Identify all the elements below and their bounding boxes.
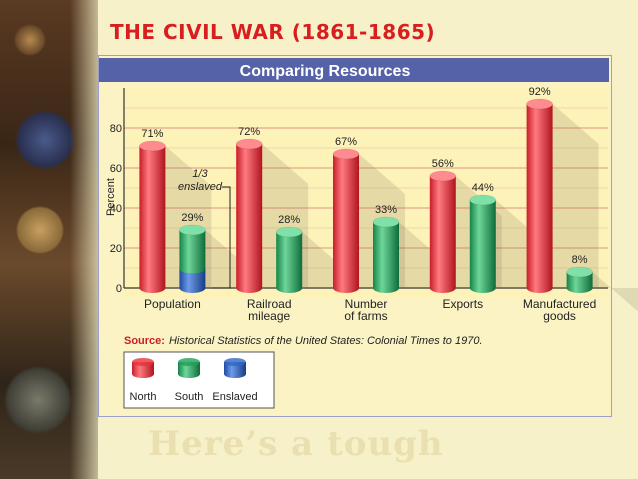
enslaved-annotation: 1/3 enslaved bbox=[178, 168, 231, 289]
legend-swatch-top bbox=[224, 358, 246, 366]
legend-swatch-top bbox=[132, 358, 154, 366]
north-bar bbox=[333, 154, 359, 288]
slide-subtitle: Here’s a tough bbox=[148, 424, 444, 464]
legend-swatch-base bbox=[132, 370, 154, 378]
south-bar-base bbox=[276, 283, 303, 293]
north-bar-top bbox=[332, 148, 360, 160]
south-bar-top bbox=[275, 226, 303, 238]
bar-shadow bbox=[552, 104, 599, 288]
south-bar-base bbox=[469, 283, 496, 293]
x-tick-label: mileage bbox=[248, 309, 290, 323]
south-bar bbox=[276, 232, 303, 288]
south-bar bbox=[179, 230, 206, 269]
south-bar-top bbox=[179, 224, 206, 236]
south-data-label: 8% bbox=[572, 254, 588, 266]
north-bar bbox=[139, 146, 166, 288]
south-data-label: 33% bbox=[375, 204, 397, 216]
slide-title: THE CIVIL WAR (1861-1865) bbox=[110, 20, 436, 44]
annotation-line-2: enslaved bbox=[178, 181, 223, 193]
y-tick-label: 0 bbox=[116, 283, 122, 295]
north-data-label: 67% bbox=[335, 136, 357, 148]
chart-title-bar bbox=[99, 58, 609, 82]
annotation-line-1: 1/3 bbox=[192, 168, 208, 180]
north-bar-base bbox=[526, 283, 553, 293]
y-tick-label: 40 bbox=[110, 203, 122, 215]
south-bar-base bbox=[566, 283, 593, 293]
south-bar-top bbox=[372, 216, 400, 228]
south-bar bbox=[469, 200, 496, 288]
south-bar-base bbox=[373, 283, 399, 293]
south-bar-base bbox=[179, 263, 206, 274]
x-tick-label: Manufactured bbox=[523, 297, 596, 311]
legend-swatch-base bbox=[224, 370, 246, 378]
north-bar-top bbox=[139, 140, 166, 152]
x-tick-label: Number bbox=[345, 297, 388, 311]
north-bar-top bbox=[235, 138, 263, 150]
north-bar bbox=[236, 144, 263, 288]
legend-swatch-base bbox=[178, 370, 200, 378]
north-data-label: 56% bbox=[432, 158, 454, 170]
y-tick-label: 80 bbox=[110, 123, 122, 135]
chart-title: Comparing Resources bbox=[240, 63, 411, 80]
south-bar-top bbox=[566, 266, 593, 278]
source-label: Source: bbox=[124, 335, 165, 347]
north-bar-base bbox=[429, 283, 456, 293]
source-line: Source: Historical Statistics of the Unit… bbox=[124, 335, 483, 347]
enslaved-bar-base bbox=[179, 283, 206, 293]
y-axis-label: Percent bbox=[105, 178, 117, 216]
annotation-bracket bbox=[212, 186, 231, 289]
enslaved-bar bbox=[179, 268, 206, 288]
north-bar bbox=[526, 104, 553, 288]
legend-swatch-top bbox=[178, 358, 200, 366]
north-bar-base bbox=[139, 283, 166, 293]
x-tick-label: of farms bbox=[344, 309, 387, 323]
south-data-label: 44% bbox=[472, 182, 494, 194]
north-bar-base bbox=[236, 283, 263, 293]
x-tick-label: Exports bbox=[442, 297, 483, 311]
x-tick-label: goods bbox=[543, 309, 576, 323]
north-data-label: 72% bbox=[238, 126, 260, 138]
south-bar-top bbox=[469, 194, 497, 206]
legend-label: Enslaved bbox=[212, 391, 257, 403]
south-data-label: 28% bbox=[278, 214, 300, 226]
south-data-label: 29% bbox=[181, 212, 203, 224]
source-text: Historical Statistics of the United Stat… bbox=[169, 335, 483, 347]
north-bar bbox=[429, 176, 456, 288]
y-tick-label: 20 bbox=[110, 243, 122, 255]
north-bar-top bbox=[429, 170, 457, 182]
legend-label: North bbox=[130, 391, 157, 403]
bar-shadow bbox=[592, 272, 638, 312]
x-tick-label: Railroad bbox=[247, 297, 292, 311]
north-data-label: 71% bbox=[141, 128, 163, 140]
x-tick-label: Population bbox=[144, 297, 201, 311]
south-bar bbox=[373, 222, 399, 288]
legend-label: South bbox=[175, 391, 204, 403]
y-tick-label: 60 bbox=[110, 163, 122, 175]
north-data-label: 92% bbox=[529, 86, 551, 98]
north-bar-top bbox=[526, 98, 553, 110]
north-bar-base bbox=[333, 283, 359, 293]
